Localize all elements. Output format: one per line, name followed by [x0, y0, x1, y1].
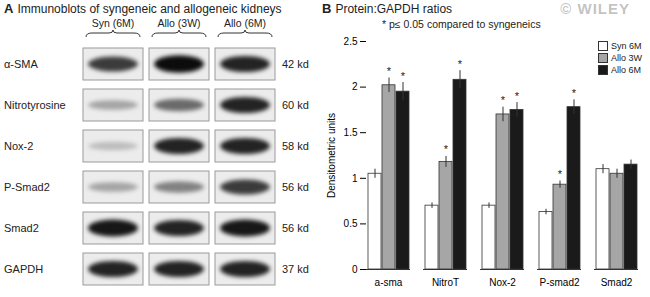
svg-text:*: * [444, 143, 449, 155]
html-text:P-Smad2: P-Smad2 [4, 180, 50, 193]
svg-text:*: * [387, 65, 392, 77]
svg-text:P-smad2: P-smad2 [539, 277, 579, 288]
html-text:56 kd: 56 kd [282, 180, 309, 193]
svg-text:Densitometric units: Densitometric units [326, 113, 337, 198]
html-text:α-SMA: α-SMA [4, 57, 38, 70]
html-text:Allo 6M: Allo 6M [611, 65, 641, 75]
svg-text:*: * [401, 70, 406, 82]
html-text:Nox-2: Nox-2 [4, 139, 34, 152]
svg-text:Nox-2: Nox-2 [489, 277, 516, 288]
html-text:A Immunoblots of syngeneic and: A Immunoblots of syngeneic and allogenei… [4, 1, 282, 16]
svg-text:0: 0 [352, 264, 358, 275]
svg-text:NitroT: NitroT [432, 277, 459, 288]
html-text:37 kd: 37 kd [282, 262, 309, 275]
svg-text:*: * [515, 90, 520, 102]
svg-text:Smad2: Smad2 [601, 277, 633, 288]
svg-text:2.5: 2.5 [344, 36, 358, 47]
html-text:GAPDH: GAPDH [4, 262, 44, 275]
svg-text:1.5: 1.5 [344, 127, 358, 138]
html-text:Nitrotyrosine: Nitrotyrosine [4, 98, 66, 111]
svg-text:1: 1 [352, 173, 358, 184]
html-text:Smad2: Smad2 [4, 221, 39, 234]
svg-text:*: * [572, 87, 577, 99]
svg-text:*: * [501, 94, 506, 106]
svg-text:*: * [558, 168, 563, 180]
html-text:Allo (3W): Allo (3W) [157, 17, 201, 29]
svg-text:2: 2 [352, 81, 358, 92]
html-text:* p≤ 0.05 compared to syngenei: * p≤ 0.05 compared to syngeneics [382, 18, 541, 30]
html-text:Syn 6M: Syn 6M [611, 41, 642, 51]
html-text:42 kd: 42 kd [282, 57, 309, 70]
html-text:60 kd: 60 kd [282, 98, 309, 111]
html-text:58 kd: 58 kd [282, 139, 309, 152]
html-text:56 kd: 56 kd [282, 221, 309, 234]
svg-text:0.5: 0.5 [344, 218, 358, 229]
svg-text:*: * [458, 58, 463, 70]
html-text:Allo (6M): Allo (6M) [224, 17, 266, 29]
html-text:Syn (6M): Syn (6M) [91, 17, 135, 29]
html-text:Allo 3W: Allo 3W [611, 53, 642, 63]
svg-text:a-sma: a-sma [375, 277, 403, 288]
html-text:B Protein:GAPDH ratios: B Protein:GAPDH ratios [322, 1, 453, 16]
html-text:© WILEY: © WILEY [560, 0, 630, 17]
